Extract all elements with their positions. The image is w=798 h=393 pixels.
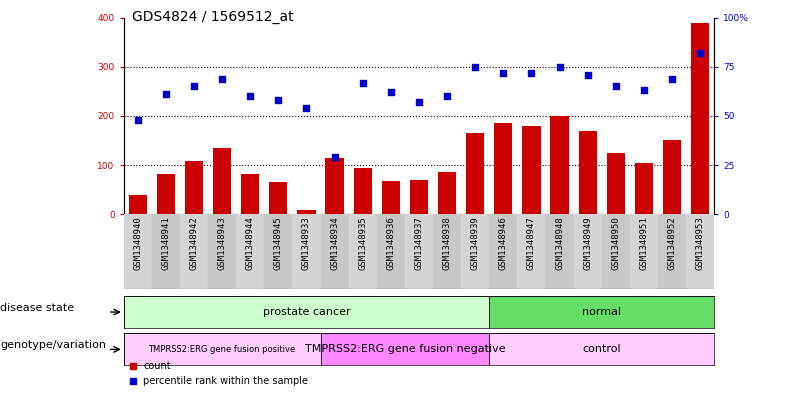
Bar: [405, 214, 433, 289]
Text: GSM1348948: GSM1348948: [555, 217, 564, 270]
Point: [385, 89, 397, 95]
Bar: [686, 214, 714, 289]
Text: GSM1348950: GSM1348950: [611, 217, 620, 270]
Bar: [606, 153, 625, 214]
Bar: [326, 158, 344, 214]
Bar: [377, 214, 405, 289]
Text: GSM1348936: GSM1348936: [386, 217, 395, 270]
Bar: [410, 180, 428, 214]
Bar: [156, 174, 175, 214]
Text: GSM1348940: GSM1348940: [133, 217, 142, 270]
Bar: [208, 214, 236, 289]
Text: GSM1348947: GSM1348947: [527, 217, 536, 270]
Text: GSM1348942: GSM1348942: [189, 217, 199, 270]
Bar: [579, 130, 597, 214]
Point: [525, 70, 538, 76]
Bar: [213, 148, 231, 214]
Text: GSM1348935: GSM1348935: [358, 217, 367, 270]
Text: GSM1348952: GSM1348952: [668, 217, 677, 270]
Point: [497, 70, 510, 76]
Point: [553, 64, 566, 70]
Text: GSM1348946: GSM1348946: [499, 217, 508, 270]
Bar: [489, 214, 517, 289]
Text: GSM1348944: GSM1348944: [246, 217, 255, 270]
Bar: [517, 214, 546, 289]
Point: [188, 83, 200, 90]
Bar: [602, 214, 630, 289]
Text: GSM1348937: GSM1348937: [414, 217, 424, 270]
Bar: [152, 214, 180, 289]
Text: GSM1348933: GSM1348933: [302, 217, 311, 270]
Point: [132, 117, 144, 123]
Bar: [630, 214, 658, 289]
Text: disease state: disease state: [0, 303, 74, 313]
Point: [693, 50, 706, 56]
Point: [666, 75, 678, 82]
Bar: [489, 333, 714, 365]
Text: GSM1348939: GSM1348939: [471, 217, 480, 270]
Bar: [185, 161, 203, 214]
Bar: [269, 182, 287, 214]
Bar: [321, 333, 489, 365]
Text: prostate cancer: prostate cancer: [263, 307, 350, 317]
Bar: [236, 214, 264, 289]
Text: TMPRSS2:ERG gene fusion negative: TMPRSS2:ERG gene fusion negative: [305, 344, 505, 354]
Point: [272, 97, 285, 103]
Bar: [634, 163, 653, 214]
Bar: [264, 214, 292, 289]
Bar: [124, 333, 321, 365]
Text: GDS4824 / 1569512_at: GDS4824 / 1569512_at: [132, 10, 294, 24]
Text: GSM1348941: GSM1348941: [161, 217, 170, 270]
Bar: [433, 214, 461, 289]
Point: [581, 72, 594, 78]
Bar: [349, 214, 377, 289]
Text: genotype/variation: genotype/variation: [0, 340, 106, 351]
Legend: count, percentile rank within the sample: count, percentile rank within the sample: [128, 361, 308, 386]
Text: GSM1348951: GSM1348951: [639, 217, 649, 270]
Bar: [658, 214, 686, 289]
Point: [300, 105, 313, 111]
Point: [468, 64, 481, 70]
Point: [440, 93, 453, 99]
Text: GSM1348943: GSM1348943: [218, 217, 227, 270]
Bar: [522, 126, 540, 214]
Bar: [489, 296, 714, 328]
Text: GSM1348945: GSM1348945: [274, 217, 282, 270]
Text: GSM1348953: GSM1348953: [696, 217, 705, 270]
Text: normal: normal: [583, 307, 622, 317]
Point: [160, 91, 172, 97]
Text: TMPRSS2:ERG gene fusion positive: TMPRSS2:ERG gene fusion positive: [148, 345, 296, 354]
Text: GSM1348938: GSM1348938: [443, 217, 452, 270]
Point: [638, 87, 650, 94]
Point: [328, 154, 341, 160]
Bar: [461, 214, 489, 289]
Bar: [241, 174, 259, 214]
Text: GSM1348949: GSM1348949: [583, 217, 592, 270]
Bar: [354, 169, 372, 214]
Bar: [691, 22, 709, 214]
Text: control: control: [583, 344, 621, 354]
Bar: [298, 210, 316, 214]
Bar: [321, 214, 349, 289]
Bar: [381, 181, 400, 214]
Bar: [466, 133, 484, 214]
Point: [413, 99, 425, 105]
Bar: [124, 296, 489, 328]
Bar: [292, 214, 321, 289]
Bar: [438, 173, 456, 214]
Bar: [574, 214, 602, 289]
Text: GSM1348934: GSM1348934: [330, 217, 339, 270]
Point: [357, 79, 369, 86]
Bar: [128, 195, 147, 214]
Bar: [494, 123, 512, 214]
Bar: [124, 214, 152, 289]
Point: [215, 75, 228, 82]
Bar: [551, 116, 569, 214]
Point: [610, 83, 622, 90]
Bar: [546, 214, 574, 289]
Point: [244, 93, 257, 99]
Bar: [180, 214, 208, 289]
Bar: [663, 140, 681, 214]
